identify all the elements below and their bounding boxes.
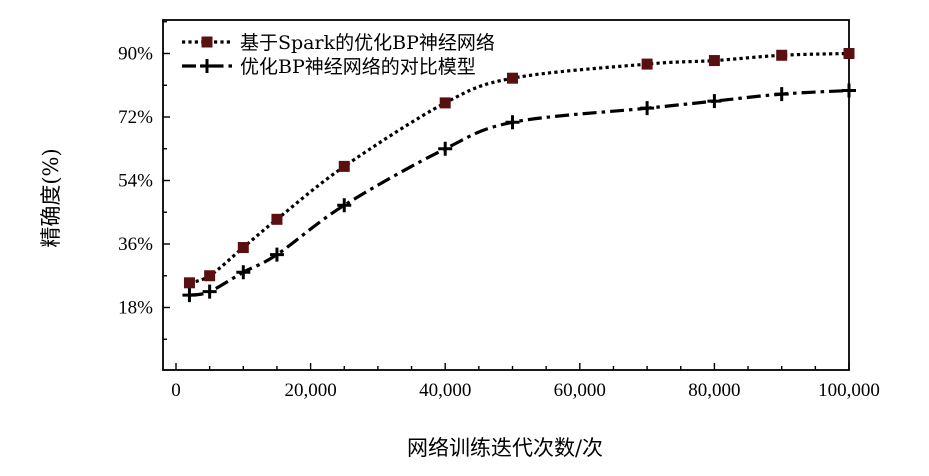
- series-1-point: [641, 58, 653, 70]
- series-1-line: [188, 51, 850, 285]
- series-2-point: [202, 284, 217, 299]
- x-tick-label: 100,000: [818, 380, 880, 401]
- series-2-point: [337, 198, 352, 213]
- series-1-point: [843, 48, 855, 59]
- series-2-point: [842, 83, 856, 98]
- x-axis-ticks: 0 20,000 40,000 60,000 80,000 100,000: [171, 363, 880, 401]
- legend-marker-1: [201, 36, 213, 48]
- series-2-point: [640, 101, 655, 116]
- series-2-point: [774, 87, 789, 102]
- series-1-point: [776, 49, 788, 61]
- legend-label-1: 基于Spark的优化BP神经网络: [240, 32, 495, 54]
- series-2-point: [505, 115, 520, 130]
- series-2-point: [438, 141, 453, 156]
- y-tick-label: 18%: [118, 298, 153, 319]
- series-1-point: [204, 270, 216, 282]
- series-1-point: [183, 277, 195, 289]
- series-1-point: [439, 97, 451, 109]
- series-1: [183, 48, 855, 289]
- y-axis-title: 精确度(%): [39, 148, 63, 247]
- x-axis-title: 网络训练迭代次数/次: [407, 436, 603, 460]
- x-tick-label: 80,000: [688, 380, 740, 401]
- y-tick-label: 90%: [118, 44, 153, 65]
- x-tick-label: 60,000: [554, 380, 606, 401]
- series-2-point: [269, 247, 284, 262]
- y-tick-label: 54%: [118, 171, 153, 192]
- plot-frame: [162, 19, 850, 371]
- series-2-point: [707, 94, 722, 109]
- legend-label-2: 优化BP神经网络的对比模型: [240, 56, 476, 78]
- series-2-point: [182, 288, 197, 303]
- series-2-point: [236, 265, 251, 280]
- series-1-point: [237, 242, 249, 254]
- y-tick-label: 72%: [118, 107, 153, 128]
- x-tick-label: 40,000: [419, 380, 471, 401]
- series-1-point: [708, 55, 720, 67]
- series-1-point: [507, 72, 518, 84]
- series-1-point: [338, 160, 350, 172]
- legend-marker-2: [200, 59, 214, 73]
- y-tick-label: 36%: [118, 234, 153, 255]
- y-axis-ticks: 18% 36% 54% 72% 90%: [118, 21, 170, 340]
- series-2: [182, 83, 856, 303]
- x-tick-label: 20,000: [284, 380, 336, 401]
- series-1-point: [271, 213, 283, 225]
- x-tick-label: 0: [171, 380, 181, 401]
- plot-border: [162, 19, 850, 371]
- series-layer: [182, 48, 856, 303]
